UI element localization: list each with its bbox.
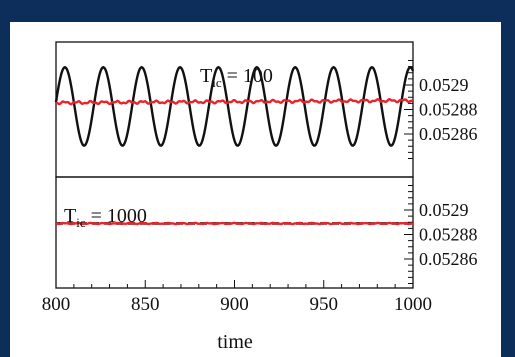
series-line-bottom-1 bbox=[55, 221, 414, 226]
x-tick-label: 850 bbox=[131, 294, 160, 315]
panel-label-top-rest: = 100 bbox=[222, 65, 273, 87]
y-tick-label: 0.05288 bbox=[419, 225, 478, 245]
x-axis-label: time bbox=[217, 331, 253, 353]
y-tick-label: 0.05288 bbox=[419, 100, 478, 120]
figure-frame: 0.0529 0.05288 0.05286 0.0529 0.05288 0.0528… bbox=[10, 22, 501, 357]
y-tick-label: 0.05286 bbox=[419, 124, 478, 144]
y-tick-label: 0.05286 bbox=[419, 249, 478, 269]
panel-label-top-main: T bbox=[200, 65, 212, 87]
panel-label-bottom-main: T bbox=[64, 205, 76, 227]
series-line-top-0 bbox=[54, 65, 415, 147]
panel-label-bottom-rest: = 1000 bbox=[86, 205, 147, 227]
panel-tic-1000: 0.0529 0.05288 0.05286 800 850 900 950 1000 bbox=[42, 176, 478, 315]
y-tick-label: 0.0529 bbox=[419, 75, 469, 95]
plot-frame-top bbox=[55, 41, 414, 178]
x-tick-label: 900 bbox=[220, 294, 249, 315]
panel-tic-100: 0.0529 0.05288 0.05286 bbox=[54, 41, 478, 178]
x-tick-label: 800 bbox=[42, 294, 71, 315]
plot-frame-bottom bbox=[55, 176, 414, 289]
time-series-figure: 0.0529 0.05288 0.05286 0.0529 0.05288 0.0528… bbox=[42, 41, 478, 353]
panel-label-bottom: Tic = 1000 bbox=[64, 205, 147, 230]
y-tick-label: 0.0529 bbox=[419, 200, 469, 220]
panel-label-top: Tic = 100 bbox=[200, 65, 273, 90]
panel-label-bottom-sub: ic bbox=[76, 215, 86, 230]
x-tick-label: 950 bbox=[310, 294, 339, 315]
panel-label-top-sub: ic bbox=[212, 75, 222, 90]
series-line-top-1 bbox=[55, 98, 414, 106]
x-tick-label: 1000 bbox=[394, 294, 432, 315]
